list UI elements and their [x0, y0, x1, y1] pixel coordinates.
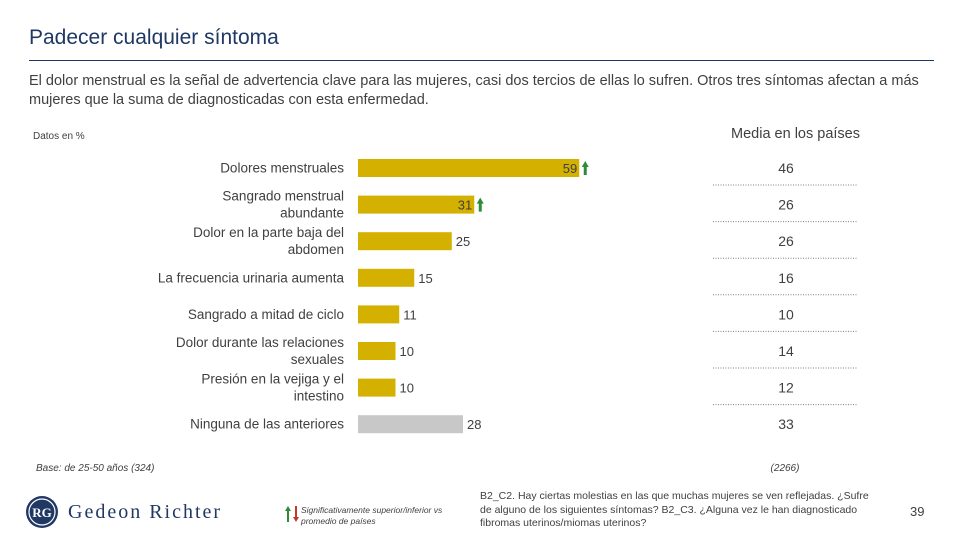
page-subtitle: El dolor menstrual es la señal de advert… [29, 73, 919, 108]
category-label-4: Sangrado a mitad de ciclo [188, 307, 344, 322]
category-label-5: Dolor durante las relaciones sexuales [176, 335, 344, 367]
significance-arrows-icon [284, 505, 300, 528]
media-value-4: 10 [778, 306, 794, 322]
value-label-6: 10 [400, 381, 414, 396]
significance-legend: Significativamente superior/inferior vs … [301, 505, 443, 526]
page-title: Padecer cualquier síntoma [29, 26, 279, 49]
bar-0 [358, 159, 580, 177]
units-label: Datos en % [33, 131, 85, 142]
bar-2 [358, 232, 452, 251]
value-label-2: 25 [456, 234, 470, 249]
sig-up-arrow-0 [581, 161, 589, 175]
media-title: Media en los países [731, 126, 860, 142]
sig-up-arrow-1 [476, 197, 484, 212]
bar-3 [358, 268, 415, 287]
value-label-5: 10 [400, 344, 414, 359]
bar-5 [358, 342, 396, 360]
logo-initials: RG [32, 505, 52, 520]
value-label-0: 59 [563, 161, 577, 176]
category-label-3: La frecuencia urinaria aumenta [158, 270, 345, 285]
media-value-3: 16 [778, 270, 794, 286]
media-value-0: 46 [778, 160, 794, 176]
value-label-7: 28 [467, 417, 481, 432]
value-label-1: 31 [458, 198, 472, 213]
category-label-6: Presión en la vejiga y el intestino [201, 372, 344, 404]
title-rule [29, 60, 934, 61]
bar-chart: Dolores menstruales 59 46 Sangrado menstrua… [158, 159, 857, 434]
page-number: 39 [910, 504, 925, 519]
media-value-5: 14 [778, 343, 794, 359]
category-label-0: Dolores menstruales [220, 161, 344, 176]
bar-4 [358, 305, 400, 324]
media-value-2: 26 [778, 233, 794, 249]
gedeon-richter-logo-icon: RG [24, 494, 60, 535]
media-value-6: 12 [778, 380, 794, 396]
brand-name: Gedeon Richter [68, 501, 223, 523]
media-value-1: 26 [778, 197, 794, 213]
category-label-2: Dolor en la parte baja del abdomen [193, 225, 344, 257]
bar-7 [358, 415, 463, 434]
question-note: B2_C2. Hay ciertas molestias en las que … [480, 490, 869, 529]
bar-1 [358, 195, 475, 214]
bar-6 [358, 378, 396, 397]
media-base-note: (2266) [770, 463, 800, 474]
base-note: Base: de 25-50 años (324) [36, 463, 155, 474]
media-value-7: 33 [778, 416, 794, 432]
value-label-4: 11 [403, 307, 417, 322]
category-label-7: Ninguna de las anteriores [190, 417, 344, 432]
value-label-3: 15 [418, 271, 432, 286]
category-label-1: Sangrado menstrual abundante [222, 189, 344, 221]
